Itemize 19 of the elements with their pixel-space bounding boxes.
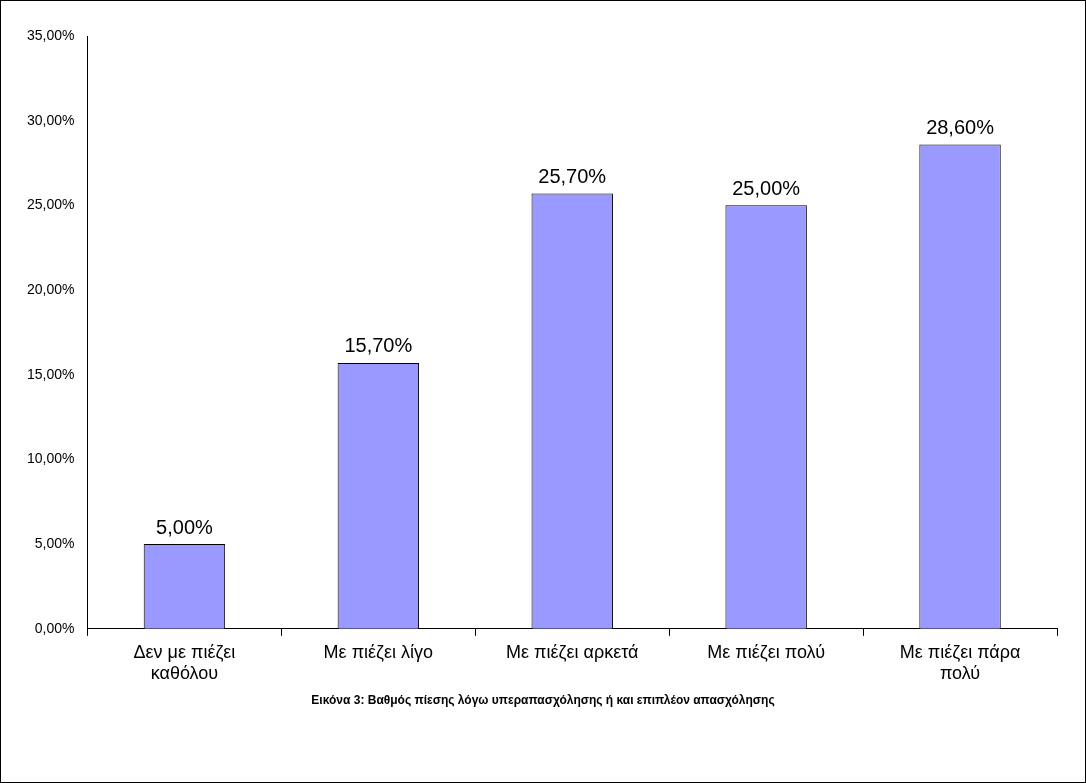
y-tick-label: 35,00% (27, 26, 75, 43)
x-tick-label: Με πιέζει λίγο (323, 641, 434, 662)
data-label: 15,70% (344, 334, 413, 357)
y-tick-label: 15,00% (27, 365, 75, 382)
y-tick-label: 20,00% (27, 280, 75, 297)
x-tick-label: Με πιέζει πολύ (707, 641, 825, 662)
data-label: 25,70% (538, 165, 607, 188)
y-tick-label: 30,00% (27, 111, 75, 128)
y-tick-label: 5,00% (34, 534, 75, 551)
x-tick-label: Με πιέζει αρκετά (506, 641, 639, 662)
text: Εικόνα 3: Βαθμός πίεσης λόγω υπεραπασχόλησης ή και επιπλέον απασχόλησης (310, 693, 776, 707)
data-label: 25,00% (732, 176, 801, 199)
data-label: 5,00% (156, 515, 213, 538)
y-tick-label: 25,00% (27, 196, 75, 213)
x-tick-label: Με πιέζει πάρα πολύ (899, 641, 1021, 684)
data-label: 28,60% (926, 115, 995, 138)
y-tick-label: 0,00% (34, 619, 75, 636)
x-tick-label: Δεν με πιέζει καθόλου (133, 641, 236, 684)
y-tick-label: 10,00% (27, 450, 75, 467)
